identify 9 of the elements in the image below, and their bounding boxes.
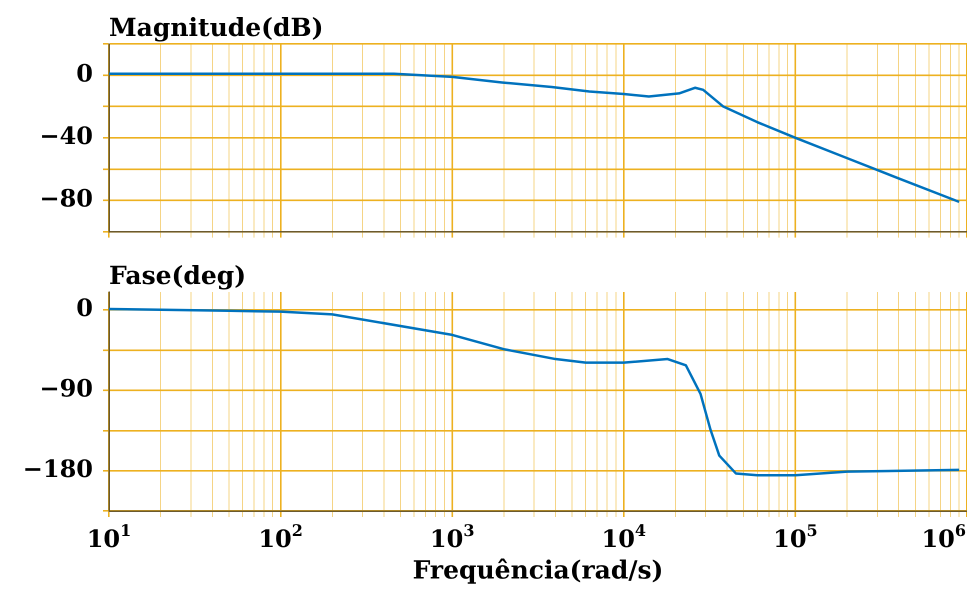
chart-title: Fase(deg) [109, 261, 246, 290]
y-tick-label: −80 [39, 184, 93, 213]
chart-title: Magnitude(dB) [109, 13, 324, 42]
y-tick-label: −180 [22, 454, 93, 484]
y-tick-label: 0 [76, 293, 93, 322]
y-tick-label: −90 [39, 374, 93, 403]
y-tick-label: −40 [39, 121, 93, 150]
y-tick-label: 0 [76, 58, 93, 88]
x-axis-title: Frequência(rad/s) [412, 556, 664, 584]
